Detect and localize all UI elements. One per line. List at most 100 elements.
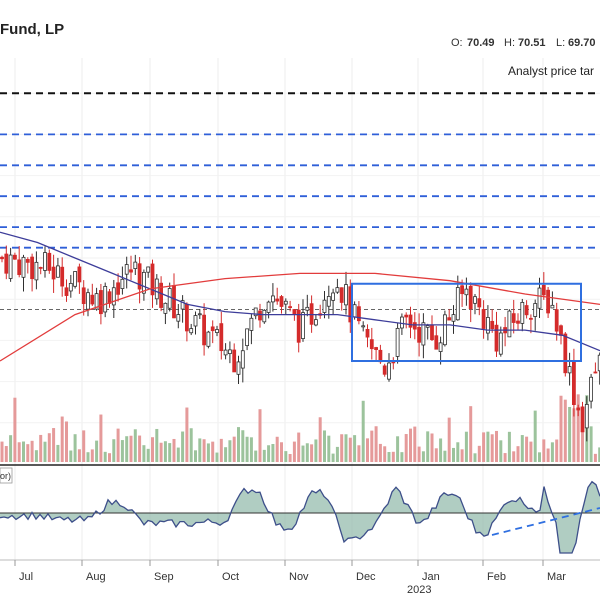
candle-body: [438, 342, 443, 352]
candle-body: [279, 296, 284, 307]
candle-body: [442, 314, 447, 346]
candle-body: [520, 302, 525, 324]
candle-body: [382, 365, 387, 375]
volume-bar: [533, 410, 537, 462]
volume-bar: [464, 431, 468, 462]
candle-body: [365, 329, 370, 338]
candle-body: [490, 320, 495, 330]
x-tick-label: Jul: [19, 571, 33, 583]
candle-body: [296, 309, 301, 343]
candle-body: [129, 269, 133, 273]
volume-bar: [241, 430, 245, 462]
candle-body: [305, 306, 310, 311]
oscillator-label-box: [0, 467, 13, 484]
year-label: 2023: [407, 584, 431, 596]
volume-bar: [155, 428, 159, 462]
x-axis: Jul Aug Sep Oct Nov Dec Jan Feb Mar: [14, 560, 566, 583]
candle-body: [584, 404, 589, 429]
candle-body: [124, 264, 129, 275]
candle-body: [516, 320, 520, 324]
volume-bar: [374, 426, 378, 462]
volume-bar: [516, 446, 520, 462]
candle-body: [455, 287, 460, 321]
oscillator-trendline: [491, 507, 600, 536]
candle-body: [184, 303, 189, 332]
volume-bar: [284, 451, 288, 462]
volume-bar: [576, 394, 580, 462]
volume-bar: [581, 411, 584, 462]
volume-bar: [69, 450, 73, 462]
volume-bar: [228, 440, 232, 462]
volume-bar: [413, 426, 417, 462]
volume-bar: [60, 416, 64, 462]
volume-bar: [331, 453, 335, 462]
volume-bar: [301, 445, 305, 462]
candle-body: [43, 252, 47, 271]
volume-bar: [417, 446, 421, 462]
volume-bar: [30, 440, 34, 462]
candle-body: [197, 313, 202, 316]
candle-body: [352, 304, 357, 318]
volume-bar: [396, 436, 400, 462]
volume-bar: [310, 444, 314, 462]
volume-bar: [56, 444, 60, 462]
ohlc-open-value: 70.49: [467, 37, 495, 49]
x-tick-label: Sep: [154, 571, 174, 583]
volume-bar: [447, 417, 451, 462]
volume-bar: [275, 436, 279, 462]
candle-body: [404, 314, 409, 318]
candle-body: [240, 350, 245, 369]
volume-bar: [47, 433, 51, 462]
candle-body: [249, 317, 254, 331]
volume-bar: [288, 453, 292, 462]
candle-body: [326, 296, 331, 307]
candle-body: [68, 282, 73, 292]
volume-bar: [503, 453, 507, 462]
volume-bar: [206, 443, 210, 462]
candle-body: [481, 309, 486, 329]
volume-bar: [125, 436, 129, 462]
moving-averages: [0, 231, 600, 362]
volume-bar: [318, 417, 322, 462]
volume-bar: [361, 400, 365, 462]
volume-bar: [262, 449, 266, 462]
candle-body: [210, 326, 215, 332]
candles[interactable]: [0, 245, 600, 442]
volume-bar: [426, 431, 430, 462]
volume-bar: [383, 446, 387, 462]
volume-bar: [198, 438, 202, 462]
candle-body: [374, 347, 379, 350]
volume-bar: [249, 437, 253, 462]
volume-bar: [176, 447, 180, 462]
candle-body: [30, 256, 35, 280]
volume-bar: [202, 439, 206, 462]
volume-bar: [26, 444, 30, 462]
candle-body: [399, 316, 404, 329]
candle-body: [537, 287, 542, 309]
volume-bar: [495, 430, 498, 462]
ohlc-readout: O: 70.49 H: 70.51 L: 69.70: [451, 37, 596, 49]
candle-body: [395, 327, 400, 357]
candle-body: [572, 360, 576, 406]
consolidation-box[interactable]: [351, 282, 582, 362]
candle-body: [369, 339, 374, 350]
volume-bar: [404, 434, 408, 462]
volume-bar: [589, 426, 593, 462]
volume-bar: [95, 440, 99, 462]
candle-body: [589, 376, 593, 402]
candle-body: [498, 332, 503, 355]
volume-bar: [17, 442, 21, 462]
candle-body: [258, 310, 262, 321]
volume-bar: [409, 428, 412, 462]
volume-bar: [90, 449, 94, 462]
candle-body: [593, 371, 598, 374]
candle-body: [172, 285, 176, 319]
candle-body: [94, 293, 99, 310]
volume-bar: [77, 449, 81, 462]
candle-body: [206, 331, 211, 347]
volume-bar: [477, 445, 481, 462]
x-tick-label: Oct: [222, 571, 239, 583]
volume-bar: [593, 453, 597, 462]
candle-body: [331, 292, 336, 301]
